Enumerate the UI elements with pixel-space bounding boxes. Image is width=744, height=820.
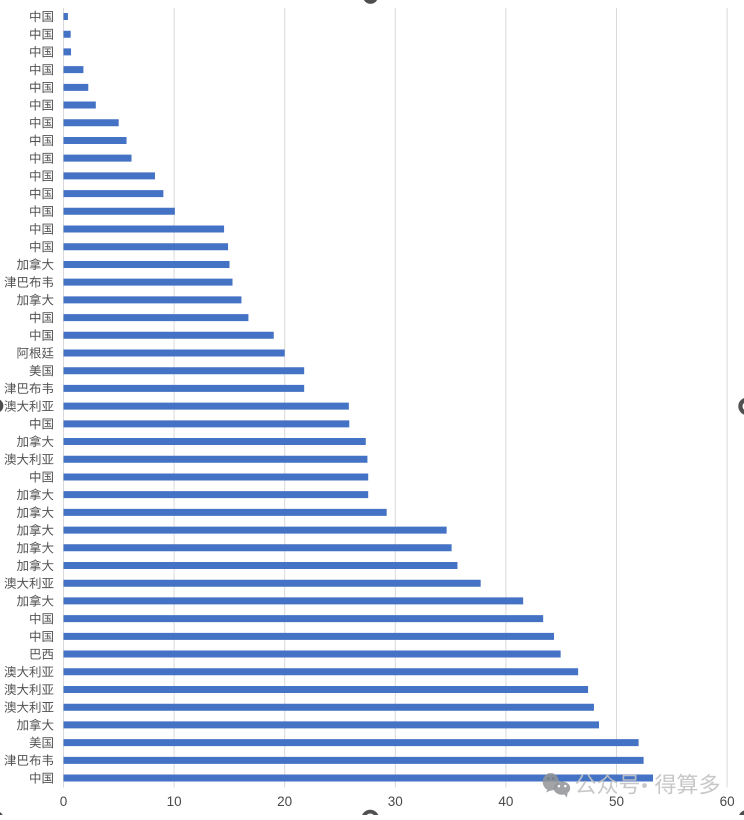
svg-text:20: 20: [277, 794, 292, 809]
svg-text:60: 60: [720, 794, 735, 809]
svg-text:40: 40: [498, 794, 513, 809]
svg-text:10: 10: [167, 794, 182, 809]
svg-text:0: 0: [60, 794, 68, 809]
svg-text:50: 50: [609, 794, 624, 809]
svg-text:30: 30: [388, 794, 403, 809]
